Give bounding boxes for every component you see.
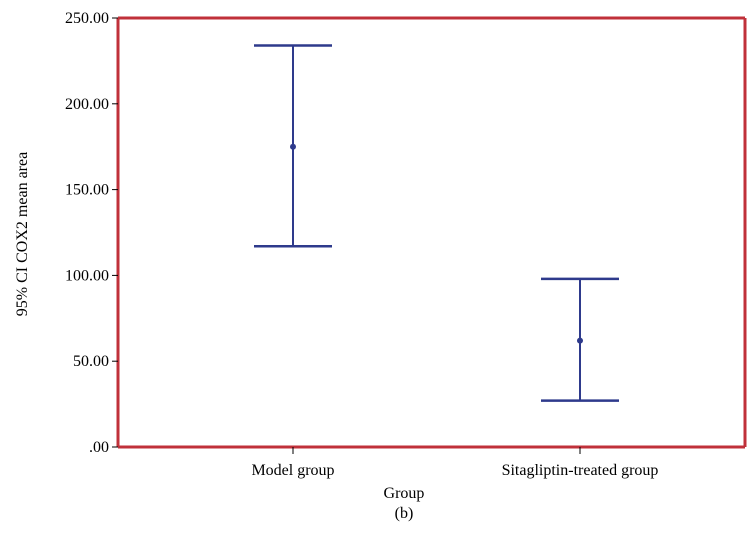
y-tick-label: 100.00 bbox=[65, 267, 109, 284]
x-tick-label: Model group bbox=[251, 462, 334, 479]
y-tick-label: 200.00 bbox=[65, 96, 109, 113]
mean-point bbox=[577, 337, 583, 344]
x-tick-label: Sitagliptin-treated group bbox=[502, 462, 659, 479]
y-tick-label: 50.00 bbox=[73, 353, 109, 370]
y-tick-label: 150.00 bbox=[65, 182, 109, 199]
y-axis-label: 95% CI COX2 mean area bbox=[14, 152, 31, 316]
figure-caption: (b) bbox=[395, 505, 414, 522]
y-tick-label: .00 bbox=[89, 439, 109, 456]
y-tick-label: 250.00 bbox=[65, 10, 109, 27]
error-bar bbox=[254, 44, 332, 248]
x-axis-label: Group bbox=[384, 485, 425, 502]
mean-point bbox=[290, 143, 296, 150]
error-bar bbox=[541, 277, 619, 402]
